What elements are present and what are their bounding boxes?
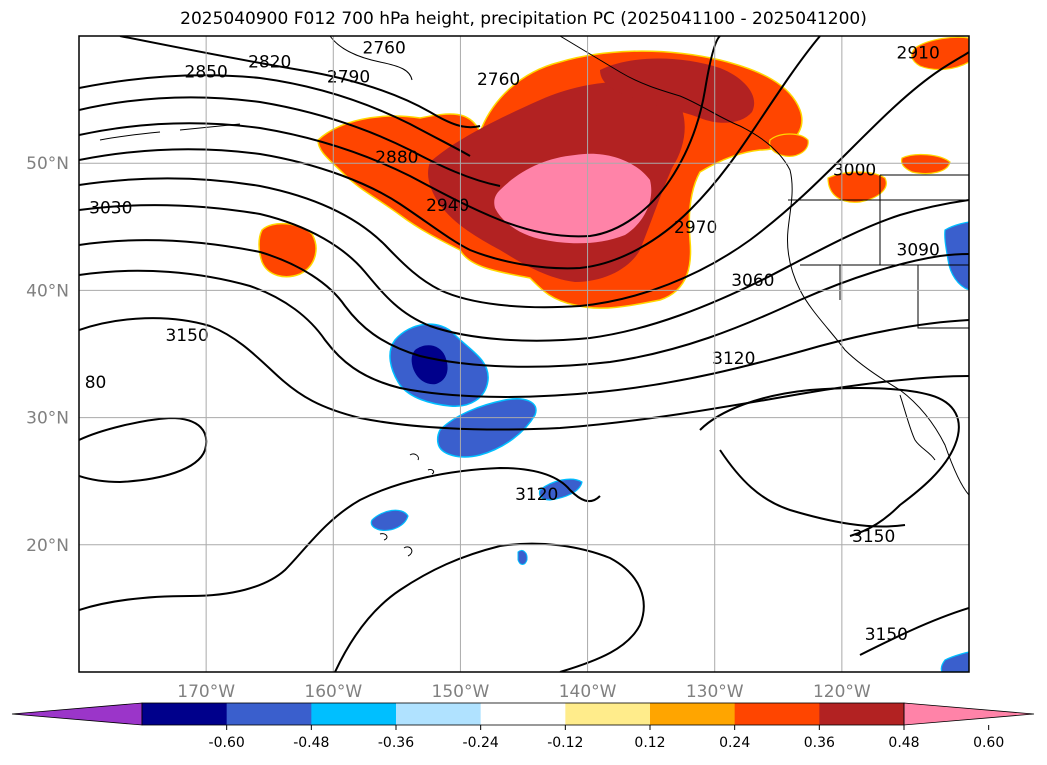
lat-label: 50°N (26, 154, 69, 174)
contour-label: 3060 (731, 271, 774, 291)
contour-label: 3030 (89, 199, 132, 219)
lon-label: 170°W (177, 682, 235, 702)
colorbar-tick-label: -0.48 (293, 735, 329, 751)
colorbar-tick-label: 0.60 (973, 735, 1004, 751)
colorbar-swatch (142, 703, 228, 725)
latitude-labels: 50°N 40°N 30°N 20°N (26, 154, 69, 556)
colorbar-swatch (226, 703, 312, 725)
contour-label: 3150 (852, 527, 895, 547)
colorbar-extend-low (11, 702, 143, 726)
colorbar-swatch (311, 703, 397, 725)
lon-label: 150°W (432, 682, 490, 702)
colorbar-swatch (650, 703, 736, 725)
contour-label: 3120 (515, 485, 558, 505)
colorbar-tick-label: 0.24 (719, 735, 750, 751)
contour-label: 2790 (327, 68, 370, 88)
colorbar-tick-label: 0.12 (634, 735, 665, 751)
colorbar-tick-label: -0.12 (547, 735, 583, 751)
contour-label: 2910 (897, 44, 940, 64)
coastline (99, 36, 969, 557)
colorbar: -0.60 -0.48 -0.36 -0.24 -0.12 0.12 0.24 0.36 0.4… (11, 702, 1035, 751)
contour-label: 2880 (375, 148, 418, 168)
colorbar-frame (141, 702, 905, 726)
lat-label: 40°N (26, 281, 69, 301)
map-frame (78, 35, 970, 673)
colorbar-swatch (819, 703, 905, 725)
contour-label: 3090 (897, 241, 940, 261)
contour-label: 3150 (165, 326, 208, 346)
positive-anomaly-region (258, 36, 969, 309)
colorbar-tick-label: -0.24 (463, 735, 499, 751)
graticule (79, 36, 969, 672)
colorbar-extend-high (903, 702, 1035, 726)
colorbar-tick-label: -0.60 (209, 735, 245, 751)
longitude-labels: 170°W 160°W 150°W 140°W 130°W 120°W (177, 682, 871, 702)
negative-anomaly-region (370, 221, 969, 672)
lon-label: 160°W (304, 682, 362, 702)
lon-label: 130°W (686, 682, 744, 702)
colorbar-swatch (734, 703, 820, 725)
colorbar-tick-label: 0.36 (804, 735, 835, 751)
colorbar-swatch (480, 703, 566, 725)
contour-label: 3000 (833, 161, 876, 181)
colorbar-tick-label: 0.48 (888, 735, 919, 751)
contour-label: 2940 (426, 196, 469, 216)
contour-label: 2970 (674, 218, 717, 238)
contour-label: 3150 (865, 625, 908, 645)
contour-label: 3120 (712, 349, 755, 369)
colorbar-swatch (565, 703, 651, 725)
lat-label: 30°N (26, 409, 69, 429)
contour-label: 2760 (363, 38, 406, 58)
contour-label: 2760 (477, 70, 520, 90)
lon-label: 140°W (559, 682, 617, 702)
colorbar-tick-label: -0.36 (378, 735, 414, 751)
lon-label: 120°W (813, 682, 871, 702)
lat-label: 20°N (26, 536, 69, 556)
contour-label: 2820 (248, 52, 291, 72)
colorbar-swatch (396, 703, 482, 725)
contour-label: 80 (85, 373, 107, 393)
map-title: 2025040900 F012 700 hPa height, precipit… (180, 9, 867, 29)
